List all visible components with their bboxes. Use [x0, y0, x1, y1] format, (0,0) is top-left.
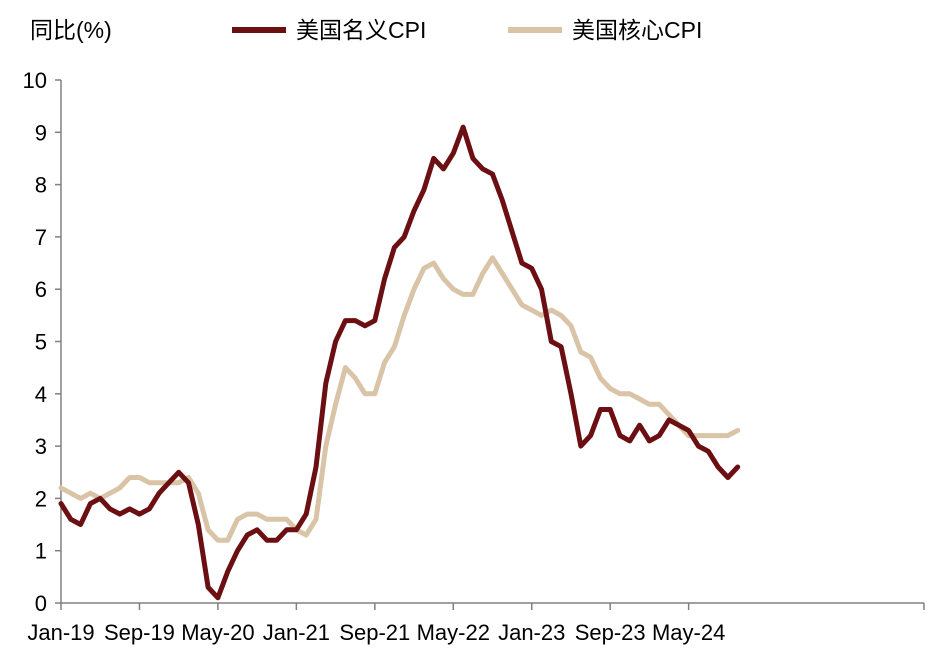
x-tick-label: May-20: [181, 620, 254, 645]
y-tick-label: 6: [35, 277, 47, 302]
y-tick-label: 8: [35, 173, 47, 198]
x-tick-label: Sep-19: [104, 620, 175, 645]
axes: 0 1 2 3 4 5 6 7 8 9 10 Jan-19 Sep-19 May-20 Jan-21 Sep-…: [23, 68, 925, 645]
y-tick-label: 10: [23, 68, 47, 93]
x-tick-label: Sep-23: [575, 620, 646, 645]
y-tick-label: 0: [35, 591, 47, 616]
y-tick-label: 1: [35, 539, 47, 564]
y-tick-label: 7: [35, 225, 47, 250]
y-tick-label: 2: [35, 486, 47, 511]
x-tick-label: Jan-21: [263, 620, 330, 645]
x-tick-label: Jan-19: [27, 620, 94, 645]
legend-label-core-cpi: 美国核心CPI: [572, 17, 702, 43]
x-tick-label: May-24: [652, 620, 725, 645]
y-tick-label: 9: [35, 120, 47, 145]
y-tick-label: 5: [35, 330, 47, 355]
y-tick-label: 4: [35, 382, 47, 407]
x-tick-label: May-22: [417, 620, 490, 645]
series-layer: [58, 124, 741, 601]
series-line-nominal-cpi: [58, 124, 741, 601]
y-tick-label: 3: [35, 434, 47, 459]
x-tick-label: Sep-21: [339, 620, 410, 645]
x-tick-label: Jan-23: [498, 620, 565, 645]
legend: 美国名义CPI 美国核心CPI: [232, 17, 702, 43]
series-line-core-cpi: [58, 255, 741, 543]
y-axis-title: 同比(%): [30, 17, 112, 43]
legend-label-nominal-cpi: 美国名义CPI: [296, 17, 426, 43]
